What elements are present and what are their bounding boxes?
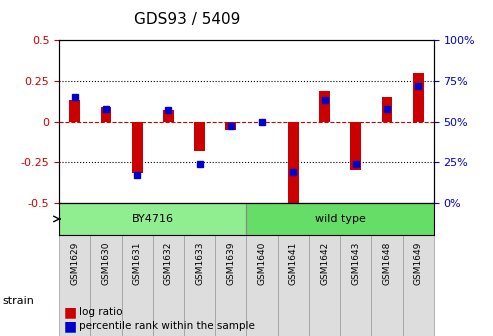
Text: wild type: wild type [315,214,366,224]
Bar [319,91,330,122]
Bar [288,122,299,206]
FancyBboxPatch shape [153,235,184,336]
FancyBboxPatch shape [403,235,434,336]
FancyBboxPatch shape [59,203,246,235]
Text: strain: strain [2,296,35,306]
FancyBboxPatch shape [340,235,371,336]
Text: ■: ■ [64,305,77,320]
Bar [225,122,236,130]
Bar [101,107,111,122]
FancyBboxPatch shape [309,235,340,336]
FancyBboxPatch shape [90,235,122,336]
Bar [70,100,80,122]
FancyBboxPatch shape [278,235,309,336]
Text: log ratio: log ratio [79,307,122,318]
FancyBboxPatch shape [184,235,215,336]
Bar [351,122,361,170]
FancyBboxPatch shape [371,235,403,336]
FancyBboxPatch shape [59,235,90,336]
FancyBboxPatch shape [246,235,278,336]
Bar [382,97,392,122]
Text: ■: ■ [64,319,77,333]
Bar [132,122,142,173]
FancyBboxPatch shape [215,235,246,336]
FancyBboxPatch shape [246,203,434,235]
Bar [413,73,423,122]
FancyBboxPatch shape [122,235,153,336]
Text: GDS93 / 5409: GDS93 / 5409 [134,12,241,27]
Text: BY4716: BY4716 [132,214,174,224]
Bar [194,122,205,151]
Bar [163,110,174,122]
Text: percentile rank within the sample: percentile rank within the sample [79,321,255,331]
